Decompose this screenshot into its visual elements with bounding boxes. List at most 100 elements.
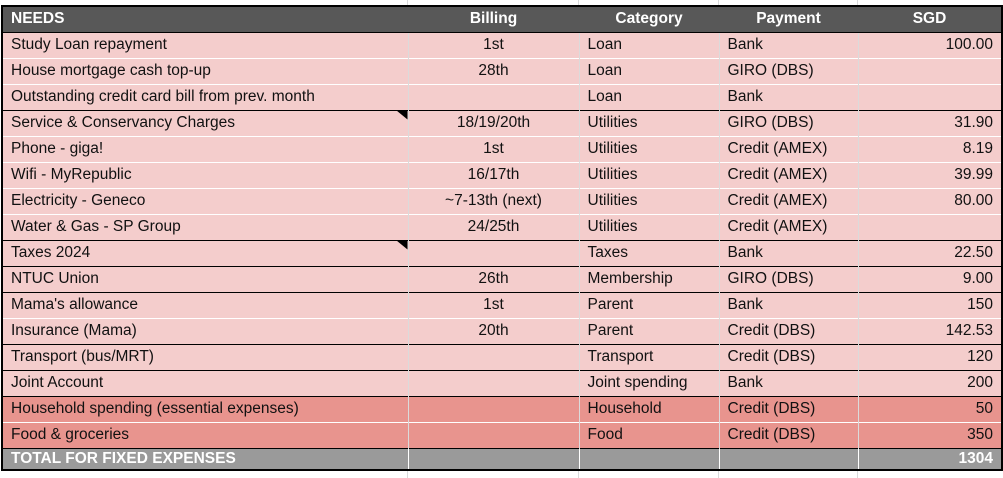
cell-name[interactable]: Outstanding credit card bill from prev. …: [2, 83, 409, 110]
cell-billing[interactable]: 1st: [408, 291, 580, 318]
cell-name[interactable]: Electricity - Geneco: [2, 187, 409, 214]
cell-payment[interactable]: Bank: [719, 32, 859, 58]
cell-billing[interactable]: 28th: [408, 57, 580, 84]
table-row: Transport (bus/MRT) Transport Credit (DB…: [2, 343, 1002, 370]
header-cell-sgd[interactable]: SGD: [858, 6, 1002, 33]
cell-billing[interactable]: 24/25th: [408, 213, 580, 240]
cell-name[interactable]: Food & groceries: [2, 421, 409, 448]
cell-payment[interactable]: Credit (AMEX): [719, 135, 859, 162]
gridline-stub: [578, 471, 579, 478]
total-label-cell[interactable]: TOTAL FOR FIXED EXPENSES: [2, 447, 409, 470]
cell-category[interactable]: Utilities: [579, 109, 720, 136]
needs-expenses-table: NEEDS Billing Category Payment SGD Study…: [1, 5, 1003, 471]
cell-category[interactable]: Parent: [579, 291, 720, 318]
cell-payment[interactable]: Bank: [719, 291, 859, 318]
cell-payment[interactable]: Credit (DBS): [719, 317, 859, 344]
cell-category[interactable]: Utilities: [579, 161, 720, 188]
cell-category[interactable]: Parent: [579, 317, 720, 344]
cell-name[interactable]: Mama's allowance: [2, 291, 409, 318]
cell-name[interactable]: House mortgage cash top-up: [2, 57, 409, 84]
cell-name[interactable]: Household spending (essential expenses): [2, 395, 409, 422]
header-cell-category[interactable]: Category: [579, 6, 719, 33]
total-empty-cell[interactable]: [408, 447, 580, 470]
cell-name[interactable]: Taxes 2024: [2, 239, 409, 266]
total-row: TOTAL FOR FIXED EXPENSES 1304: [2, 447, 1002, 470]
table-row: House mortgage cash top-up 28th Loan GIR…: [2, 57, 1002, 84]
cell-payment[interactable]: Credit (AMEX): [719, 187, 859, 214]
cell-billing[interactable]: [408, 369, 580, 396]
total-empty-cell[interactable]: [719, 447, 859, 470]
cell-sgd[interactable]: [858, 83, 1002, 110]
cell-billing[interactable]: 1st: [408, 135, 580, 162]
cell-sgd[interactable]: [858, 213, 1002, 240]
header-cell-billing[interactable]: Billing: [408, 6, 579, 33]
cell-sgd[interactable]: 31.90: [858, 109, 1002, 136]
cell-payment[interactable]: Credit (AMEX): [719, 161, 859, 188]
cell-sgd[interactable]: 39.99: [858, 161, 1002, 188]
cell-category[interactable]: Transport: [579, 343, 720, 370]
gridline-stub: [718, 471, 719, 478]
cell-sgd[interactable]: 200: [858, 369, 1002, 396]
cell-payment[interactable]: Credit (DBS): [719, 421, 859, 448]
gridline-stub: [718, 0, 719, 5]
cell-name[interactable]: Water & Gas - SP Group: [2, 213, 409, 240]
cell-payment[interactable]: GIRO (DBS): [719, 265, 859, 292]
cell-category[interactable]: Loan: [579, 57, 720, 84]
cell-name[interactable]: Study Loan repayment: [2, 32, 409, 58]
cell-sgd[interactable]: 120: [858, 343, 1002, 370]
cell-sgd[interactable]: 142.53: [858, 317, 1002, 344]
cell-sgd[interactable]: 50: [858, 395, 1002, 422]
cell-name[interactable]: Joint Account: [2, 369, 409, 396]
cell-category[interactable]: Utilities: [579, 187, 720, 214]
cell-name[interactable]: NTUC Union: [2, 265, 409, 292]
cell-billing[interactable]: [408, 83, 580, 110]
cell-category[interactable]: Utilities: [579, 213, 720, 240]
cell-sgd[interactable]: 8.19: [858, 135, 1002, 162]
table-row: Household spending (essential expenses) …: [2, 395, 1002, 422]
header-cell-needs[interactable]: NEEDS: [2, 6, 408, 33]
cell-sgd[interactable]: 9.00: [858, 265, 1002, 292]
cell-billing[interactable]: [408, 395, 580, 422]
cell-billing[interactable]: [408, 239, 580, 266]
cell-billing[interactable]: 20th: [408, 317, 580, 344]
cell-billing[interactable]: [408, 343, 580, 370]
total-value-cell[interactable]: 1304: [858, 447, 1002, 470]
cell-payment[interactable]: Credit (AMEX): [719, 213, 859, 240]
cell-billing[interactable]: 18/19/20th: [408, 109, 580, 136]
cell-category[interactable]: Household: [579, 395, 720, 422]
cell-billing[interactable]: 26th: [408, 265, 580, 292]
cell-category[interactable]: Food: [579, 421, 720, 448]
cell-name[interactable]: Service & Conservancy Charges: [2, 109, 409, 136]
cell-payment[interactable]: Bank: [719, 369, 859, 396]
cell-name[interactable]: Phone - giga!: [2, 135, 409, 162]
gridline-stub: [857, 471, 858, 478]
cell-category[interactable]: Utilities: [579, 135, 720, 162]
cell-category[interactable]: Joint spending: [579, 369, 720, 396]
cell-name[interactable]: Insurance (Mama): [2, 317, 409, 344]
cell-category[interactable]: Taxes: [579, 239, 720, 266]
cell-billing[interactable]: 1st: [408, 32, 580, 58]
cell-payment[interactable]: Bank: [719, 239, 859, 266]
cell-billing[interactable]: [408, 421, 580, 448]
cell-sgd[interactable]: 80.00: [858, 187, 1002, 214]
cell-sgd[interactable]: [858, 57, 1002, 84]
cell-payment[interactable]: GIRO (DBS): [719, 109, 859, 136]
cell-payment[interactable]: Bank: [719, 83, 859, 110]
cell-sgd[interactable]: 22.50: [858, 239, 1002, 266]
cell-category[interactable]: Loan: [579, 83, 720, 110]
cell-billing[interactable]: 16/17th: [408, 161, 580, 188]
cell-category[interactable]: Membership: [579, 265, 720, 292]
header-cell-payment[interactable]: Payment: [719, 6, 858, 33]
cell-category[interactable]: Loan: [579, 32, 720, 58]
cell-name[interactable]: Transport (bus/MRT): [2, 343, 409, 370]
table-row: Electricity - Geneco ~7-13th (next) Util…: [2, 187, 1002, 214]
cell-payment[interactable]: Credit (DBS): [719, 395, 859, 422]
cell-billing[interactable]: ~7-13th (next): [408, 187, 580, 214]
cell-sgd[interactable]: 150: [858, 291, 1002, 318]
total-empty-cell[interactable]: [579, 447, 720, 470]
cell-payment[interactable]: GIRO (DBS): [719, 57, 859, 84]
cell-payment[interactable]: Credit (DBS): [719, 343, 859, 370]
cell-name[interactable]: Wifi - MyRepublic: [2, 161, 409, 188]
cell-sgd[interactable]: 100.00: [858, 32, 1002, 58]
cell-sgd[interactable]: 350: [858, 421, 1002, 448]
